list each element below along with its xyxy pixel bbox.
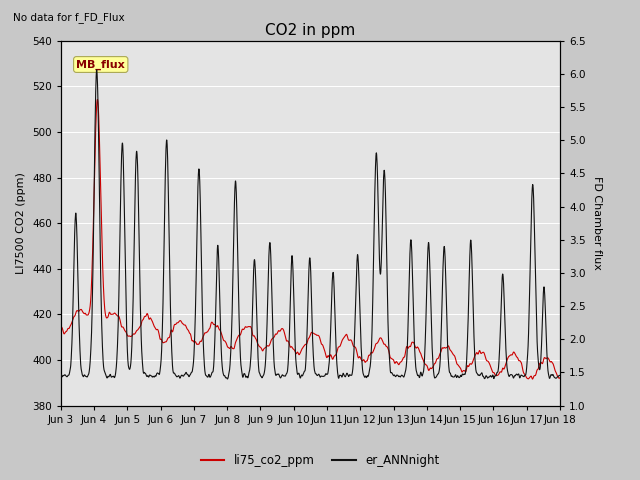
Text: No data for f_FD_Flux: No data for f_FD_Flux (13, 12, 124, 23)
Title: CO2 in ppm: CO2 in ppm (265, 23, 356, 38)
Y-axis label: FD Chamber flux: FD Chamber flux (592, 176, 602, 270)
Y-axis label: LI7500 CO2 (ppm): LI7500 CO2 (ppm) (17, 172, 26, 274)
Text: MB_flux: MB_flux (76, 60, 125, 70)
Legend: li75_co2_ppm, er_ANNnight: li75_co2_ppm, er_ANNnight (196, 449, 444, 472)
